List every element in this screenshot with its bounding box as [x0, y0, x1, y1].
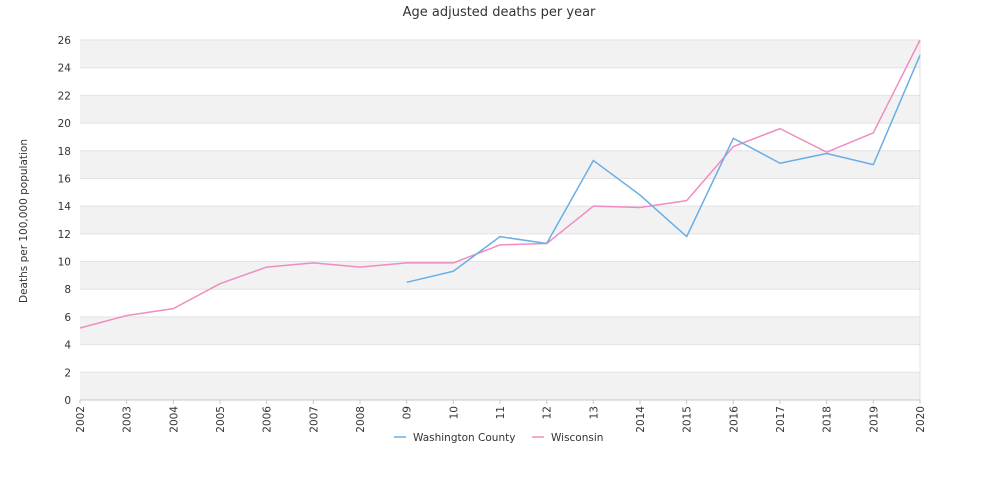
y-tick-label: 12 [58, 229, 71, 241]
grid-band [80, 150, 920, 179]
y-tick-label: 14 [58, 201, 72, 213]
y-tick-label: 20 [58, 118, 71, 130]
x-tick-label: 2014 [635, 406, 647, 433]
y-tick-label: 8 [64, 284, 71, 296]
x-tick-label: 2016 [728, 406, 740, 433]
grid-band [80, 233, 920, 262]
legend: Washington County Wisconsin [394, 432, 603, 444]
legend-label: Wisconsin [551, 432, 603, 444]
x-tick-label: 2020 [915, 406, 927, 433]
y-axis-label: Deaths per 100,000 population [18, 139, 30, 303]
x-tick-label: 2008 [355, 406, 367, 433]
grid-band [80, 316, 920, 345]
grid-band [80, 40, 920, 68]
grid-band [80, 344, 920, 373]
grid-bands [80, 40, 920, 400]
x-tick-label: 2019 [868, 406, 880, 433]
grid-band [80, 95, 920, 124]
y-tick-label: 2 [64, 367, 71, 379]
grid-lines [80, 39, 920, 401]
x-tick-label: 12 [542, 406, 554, 419]
y-tick-label: 0 [64, 395, 71, 407]
grid-band [80, 289, 920, 317]
x-tick-label: 2002 [75, 406, 87, 433]
y-tick-label: 16 [58, 173, 72, 185]
y-tick-label: 6 [64, 312, 71, 324]
x-tick-label: 2006 [262, 406, 274, 433]
y-tick-label: 18 [58, 146, 71, 158]
x-tick-label: 2017 [775, 406, 787, 433]
x-tick-label: 11 [495, 406, 507, 419]
grid-band [80, 206, 920, 234]
x-tick-label: 09 [402, 406, 414, 419]
legend-item-wisconsin[interactable]: Wisconsin [532, 432, 603, 444]
y-tick-label: 4 [64, 340, 71, 352]
series-line-wisconsin [79, 39, 921, 329]
grid-band [80, 261, 920, 290]
grid-band [80, 67, 920, 96]
chart-title: Age adjusted deaths per year [403, 5, 596, 20]
x-tick-label: 2015 [682, 406, 694, 433]
grid-band [80, 123, 920, 151]
grid-band [80, 372, 920, 400]
x-tick-label: 10 [448, 406, 460, 419]
legend-label: Washington County [413, 432, 515, 444]
series-lines [79, 39, 921, 329]
legend-item-washington-county[interactable]: Washington County [394, 432, 515, 444]
x-tick-label: 2007 [308, 406, 320, 433]
y-tick-label: 22 [58, 90, 71, 102]
x-tick-label: 2005 [215, 406, 227, 433]
y-tick-label: 24 [58, 63, 72, 75]
x-tick-labels: 2002 2003 2004 2005 2006 2007 2008 09 10 11 12 13 20… [75, 406, 927, 433]
y-tick-label: 10 [58, 257, 71, 269]
x-tick-label: 13 [588, 406, 600, 419]
grid-band [80, 178, 920, 207]
y-tick-label: 26 [58, 35, 72, 47]
x-tick-label: 2004 [168, 406, 180, 433]
axes [79, 40, 921, 404]
x-tick-label: 2018 [822, 406, 834, 433]
x-tick-label: 2003 [122, 406, 134, 433]
series-line-washington-county [406, 54, 921, 284]
